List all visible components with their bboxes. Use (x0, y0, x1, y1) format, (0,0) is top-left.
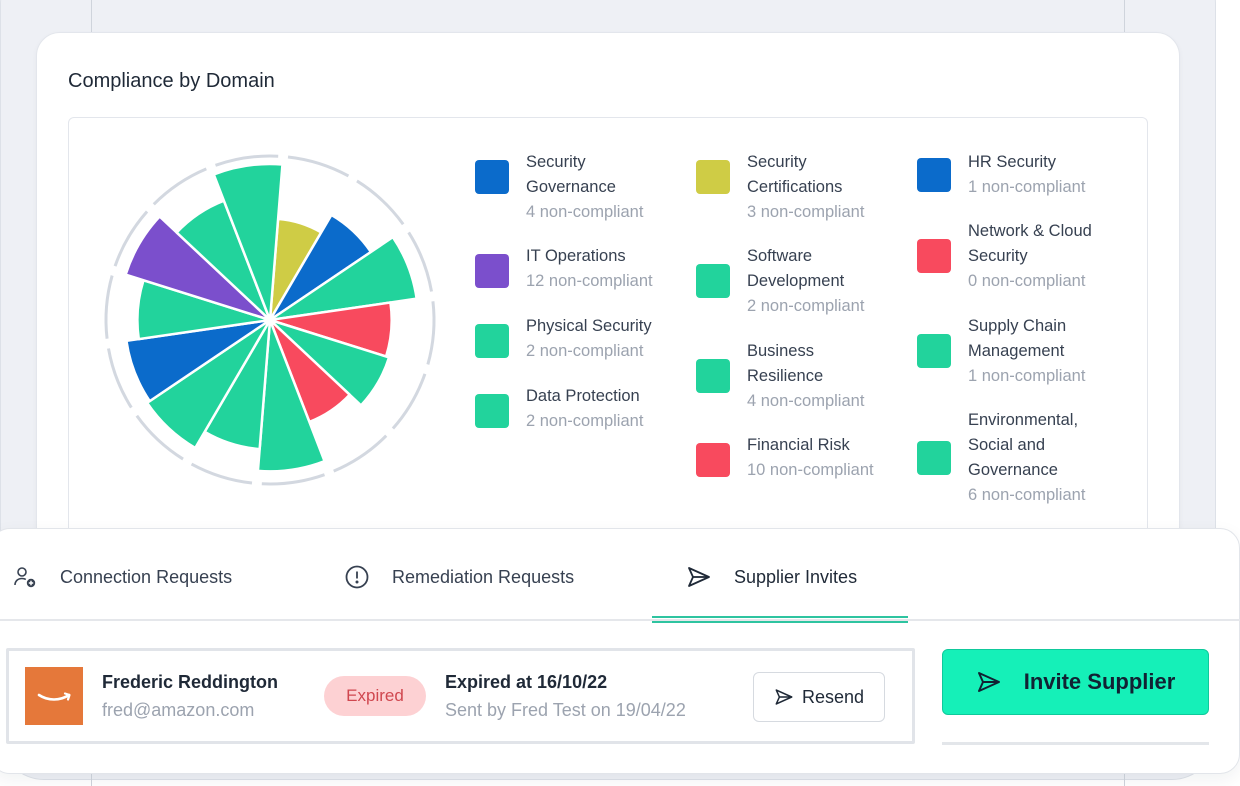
resend-button[interactable]: Resend (753, 672, 885, 722)
legend-item: Software Development 2 non-compliant (696, 244, 872, 319)
legend-swatch (696, 359, 730, 393)
chart-ring-arc (333, 434, 388, 473)
legend-item: Business Resilience 4 non-compliant (696, 339, 864, 414)
legend-swatch (475, 160, 509, 194)
legend-label: Data Protection (526, 387, 640, 405)
chart-ring-arc (135, 414, 184, 461)
chart-slice[interactable] (124, 215, 272, 322)
legend-item: Data Protection 2 non-compliant (475, 384, 643, 434)
legend-item: Environmental, Social and Governance 6 n… (917, 408, 1093, 508)
chart-slice[interactable] (145, 318, 272, 450)
legend-count: 4 non-compliant (747, 392, 865, 410)
compliance-polar-chart (104, 154, 436, 486)
legend-item: Physical Security 2 non-compliant (475, 314, 652, 364)
legend-label: Physical Security (526, 317, 652, 335)
legend-count: 1 non-compliant (968, 367, 1086, 385)
chart-slice[interactable] (256, 318, 326, 473)
legend-label: Environmental, Social and Governance (968, 411, 1079, 479)
chart-slice[interactable] (125, 318, 272, 403)
chart-ring-arc (391, 373, 427, 430)
send-icon (686, 564, 712, 590)
legend-swatch (917, 158, 951, 192)
alert-circle-icon (344, 564, 370, 590)
sent-by-text: Sent by Fred Test on 19/04/22 (445, 700, 686, 720)
chart-ring-arc (214, 154, 279, 167)
legend-swatch (475, 394, 509, 428)
legend-count: 2 non-compliant (747, 297, 865, 315)
invite-underline (942, 742, 1209, 745)
resend-label: Resend (801, 686, 865, 707)
legend-swatch (475, 324, 509, 358)
active-tab-indicator (652, 616, 908, 623)
legend-count: 4 non-compliant (526, 203, 644, 221)
legend-item: Supply Chain Management 1 non-compliant (917, 314, 1085, 389)
chart-ring-arc (356, 179, 405, 226)
chart-ring-arc (190, 462, 253, 485)
status-badge: Expired (324, 676, 426, 716)
tab-label: Remediation Requests (392, 566, 575, 587)
tab-remediation-requests[interactable]: Remediation Requests (344, 560, 574, 594)
legend-label: Supply Chain Management (968, 317, 1067, 360)
legend-label: Security Certifications (747, 153, 843, 196)
legend-count: 6 non-compliant (968, 486, 1086, 504)
send-icon (775, 689, 793, 705)
card-title: Compliance by Domain (68, 70, 275, 92)
legend-item: Financial Risk 10 non-compliant (696, 433, 874, 483)
chart-slice[interactable] (268, 235, 418, 322)
invite-supplier-button[interactable]: Invite Supplier (942, 649, 1209, 715)
legend-count: 12 non-compliant (526, 272, 653, 290)
chart-ring-arc (152, 167, 207, 206)
chart-ring-arc (287, 155, 350, 178)
legend-label: Security Governance (526, 153, 616, 196)
amazon-logo (25, 667, 83, 725)
legend-swatch (917, 239, 951, 273)
legend-item: Security Certifications 3 non-compliant (696, 150, 872, 225)
chart-ring-arc (104, 275, 114, 339)
legend-count: 3 non-compliant (747, 203, 865, 221)
legend-label: Business Resilience (747, 342, 824, 385)
legend-item: Security Governance 4 non-compliant (475, 150, 643, 225)
chart-slice[interactable] (212, 162, 284, 322)
chart-slice[interactable] (268, 318, 391, 407)
legend-label: Software Development (747, 247, 845, 290)
legend-count: 0 non-compliant (968, 272, 1086, 290)
legend-swatch (696, 264, 730, 298)
tab-label: Supplier Invites (734, 566, 858, 587)
chart-ring-arc (113, 210, 149, 267)
legend-swatch (917, 334, 951, 368)
legend-label: HR Security (968, 153, 1057, 171)
supplier-name: Frederic Reddington (102, 672, 279, 692)
chart-ring-arc (261, 473, 326, 486)
legend-count: 10 non-compliant (747, 461, 874, 479)
legend-label: Network & Cloud Security (968, 222, 1092, 265)
legend-swatch (696, 443, 730, 477)
chart-ring-arc (407, 231, 433, 292)
invite-supplier-label: Invite Supplier (1023, 669, 1176, 694)
user-plus-icon (12, 564, 38, 590)
legend-count: 2 non-compliant (526, 342, 644, 360)
legend-count: 1 non-compliant (968, 178, 1086, 196)
expiry-date: Expired at 16/10/22 (445, 672, 608, 692)
legend-item: Network & Cloud Security 0 non-compliant (917, 219, 1108, 294)
supplier-email: fred@amazon.com (102, 700, 255, 720)
legend-label: IT Operations (526, 247, 626, 265)
legend-swatch (475, 254, 509, 288)
legend-item: HR Security 1 non-compliant (917, 150, 1085, 200)
legend-swatch (917, 441, 951, 475)
legend-label: Financial Risk (747, 436, 850, 454)
tab-connection-requests[interactable]: Connection Requests (12, 560, 232, 594)
tab-supplier-invites[interactable]: Supplier Invites (686, 560, 857, 594)
tabs-divider (0, 619, 1240, 621)
legend-item: IT Operations 12 non-compliant (475, 244, 653, 294)
legend-swatch (696, 160, 730, 194)
chart-ring-arc (426, 301, 436, 365)
legend-count: 2 non-compliant (526, 412, 644, 430)
tab-label: Connection Requests (60, 566, 233, 587)
send-icon (977, 672, 1000, 692)
chart-ring-arc (107, 348, 133, 409)
